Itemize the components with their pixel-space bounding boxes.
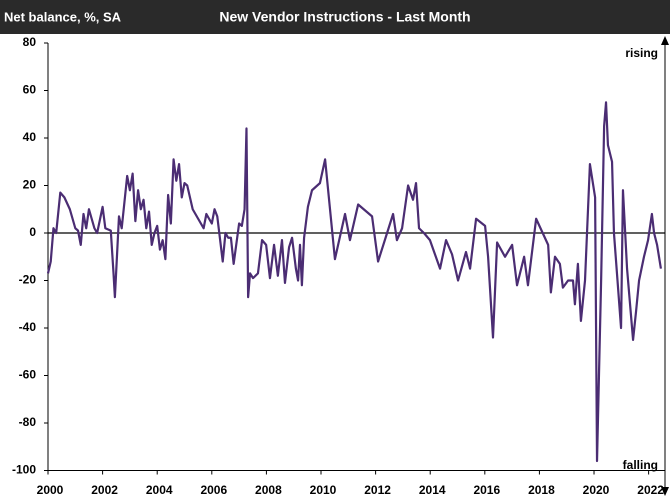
y-tick-label: -100 xyxy=(12,463,36,477)
x-tick-label: 2008 xyxy=(255,483,282,497)
x-tick-label: 2010 xyxy=(310,483,337,497)
data-line xyxy=(46,101,662,463)
x-tick-label: 2004 xyxy=(146,483,173,497)
x-tick-label: 2022 xyxy=(637,483,664,497)
annotation-falling: falling xyxy=(623,458,658,472)
x-tick-label: 2006 xyxy=(200,483,227,497)
x-tick-label: 2002 xyxy=(91,483,118,497)
x-tick-label: 2000 xyxy=(37,483,64,497)
annotation-rising: rising xyxy=(625,46,658,60)
header-bar xyxy=(0,0,670,34)
y-tick-label: -20 xyxy=(19,273,37,287)
x-tick-label: 2014 xyxy=(419,483,446,497)
y-tick-label: -40 xyxy=(19,320,37,334)
x-tick-label: 2016 xyxy=(473,483,500,497)
y-tick-label: 40 xyxy=(23,130,37,144)
y-axis-label: Net balance, %, SA xyxy=(4,9,122,24)
chart-title: New Vendor Instructions - Last Month xyxy=(219,9,470,25)
y-tick-label: -80 xyxy=(19,415,37,429)
y-tick-label: 60 xyxy=(23,83,37,97)
y-tick-label: 0 xyxy=(29,225,36,239)
x-tick-label: 2012 xyxy=(364,483,391,497)
x-tick-label: 2020 xyxy=(583,483,610,497)
y-tick-label: 80 xyxy=(23,35,37,49)
y-tick-label: -60 xyxy=(19,368,37,382)
x-tick-label: 2018 xyxy=(528,483,555,497)
y-tick-label: 20 xyxy=(23,178,37,192)
